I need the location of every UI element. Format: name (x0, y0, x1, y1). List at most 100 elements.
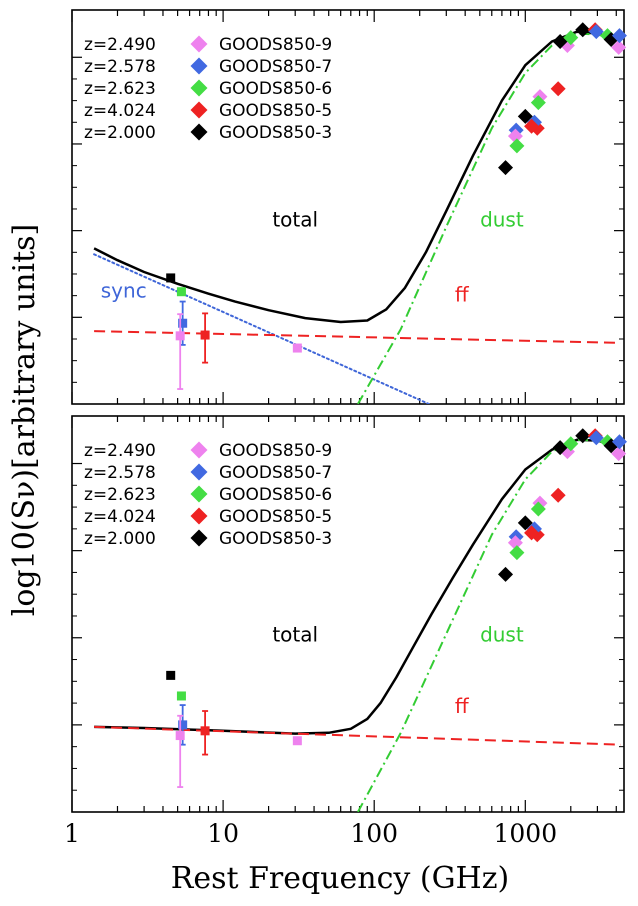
x-axis-label: Rest Frequency (GHz) (171, 861, 509, 896)
legend-source: GOODS850-6 (219, 485, 332, 505)
fir-point (530, 501, 546, 517)
fir-point (588, 430, 604, 446)
legend-redshift: z=2.623 (84, 485, 156, 505)
fir-point (524, 118, 540, 134)
x-tick-label: 100 (350, 819, 398, 848)
legend: z=2.490 GOODS850-9 z=2.578 GOODS850-7 z=2.62… (84, 441, 332, 549)
legend-marker (190, 441, 208, 459)
legend-marker (190, 57, 208, 75)
legend-marker (190, 507, 208, 525)
legend-marker (190, 463, 208, 481)
radio-point (292, 736, 302, 746)
fir-point (517, 108, 533, 124)
radio-point (175, 731, 185, 741)
legend: z=2.490 GOODS850-9 z=2.578 GOODS850-7 z=2.62… (84, 35, 332, 143)
radio-points (166, 273, 302, 390)
curve-ff (94, 330, 622, 344)
fir-point (611, 434, 627, 450)
radio-point (200, 726, 210, 736)
legend-marker (190, 79, 208, 97)
y-ticks (72, 462, 624, 791)
label-total: total (272, 623, 318, 647)
legend-source: GOODS850-3 (219, 529, 332, 549)
legend-source: GOODS850-7 (219, 57, 332, 77)
radio-point (178, 318, 188, 328)
curve-dust (357, 438, 620, 812)
x-tick-label: 10 (207, 819, 239, 848)
fir-point (611, 446, 627, 462)
fir-points (498, 22, 627, 176)
fir-point (507, 128, 523, 144)
annotations: total dust ff (272, 623, 524, 718)
legend-source: GOODS850-7 (219, 463, 332, 483)
radio-point (176, 691, 186, 701)
fir-point (563, 436, 579, 452)
fir-point (530, 95, 546, 111)
bottom-panel: total dust ff z=2.490 GOODS850-9 z=2.578 GOODS… (71, 415, 627, 813)
legend-redshift: z=2.623 (84, 79, 156, 99)
legend-redshift: z=4.024 (84, 507, 156, 527)
curve-dust (357, 32, 620, 404)
plot-frame (71, 415, 625, 813)
legend-marker (190, 123, 208, 141)
legend-redshift: z=4.024 (84, 101, 156, 121)
legend-redshift: z=2.000 (84, 529, 156, 549)
legend-redshift: z=2.578 (84, 463, 156, 483)
legend-source: GOODS850-3 (219, 123, 332, 143)
curve-sync (93, 253, 430, 404)
label-ff: ff (455, 694, 470, 718)
legend-redshift: z=2.490 (84, 35, 156, 55)
x-tick-label: 1000 (493, 819, 557, 848)
fir-point (588, 24, 604, 40)
top-panel: total dust sync ff z=2.490 GOODS850-9 z=2.578 G… (71, 9, 627, 405)
fir-point (550, 81, 566, 97)
curve-total (94, 438, 620, 735)
fir-point (524, 525, 540, 541)
model-curves (93, 30, 622, 404)
y-ticks (72, 56, 624, 383)
fir-point (498, 566, 514, 582)
label-ff: ff (455, 283, 470, 307)
label-dust: dust (480, 623, 524, 647)
x-ticks (71, 416, 617, 812)
x-tick-label: 1 (64, 819, 80, 848)
model-curves (94, 438, 622, 812)
legend-source: GOODS850-9 (219, 441, 332, 461)
legend-redshift: z=2.578 (84, 57, 156, 77)
label-total: total (272, 208, 318, 232)
radio-point (175, 331, 185, 341)
fir-point (575, 22, 591, 38)
curve-total (93, 30, 620, 324)
fir-point (563, 30, 579, 46)
label-dust: dust (480, 208, 524, 232)
radio-point (292, 343, 302, 353)
radio-point (166, 670, 176, 680)
legend-redshift: z=2.000 (84, 123, 156, 143)
annotations: total dust sync ff (101, 208, 524, 307)
legend-marker (190, 35, 208, 53)
fir-point (498, 160, 514, 176)
radio-points (166, 670, 302, 788)
fir-point (611, 39, 627, 55)
fir-point (611, 28, 627, 44)
axis-labels: log10(Sν)[arbitrary units] Rest Frequenc… (7, 224, 509, 896)
legend-redshift: z=2.490 (84, 441, 156, 461)
fir-point (507, 535, 523, 551)
plot-frame (71, 9, 625, 405)
fir-point (575, 428, 591, 444)
legend-source: GOODS850-6 (219, 79, 332, 99)
fir-point (517, 515, 533, 531)
fir-point (509, 138, 525, 154)
radio-point (200, 330, 210, 340)
fir-point (550, 487, 566, 503)
radio-point (176, 287, 186, 297)
legend-marker (190, 101, 208, 119)
legend-source: GOODS850-5 (219, 507, 332, 527)
radio-point (178, 720, 188, 730)
fir-points (498, 428, 627, 582)
radio-point (166, 273, 176, 283)
legend-source: GOODS850-5 (219, 101, 332, 121)
y-axis-label: log10(Sν)[arbitrary units] (7, 224, 42, 616)
legend-marker (190, 529, 208, 547)
